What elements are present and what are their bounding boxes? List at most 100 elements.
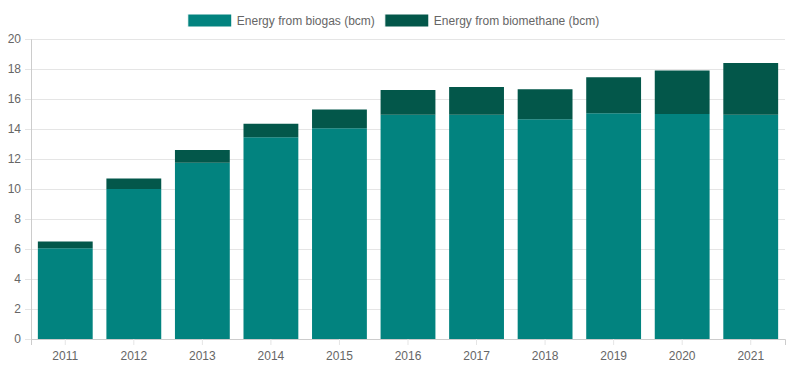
bar: [586, 113, 641, 339]
tick: 12: [8, 152, 31, 166]
bar: [106, 189, 161, 339]
tick-label: 2013: [189, 349, 216, 363]
legend-item: Energy from biogas (bcm): [188, 14, 375, 28]
legend-item: Energy from biomethane (bcm): [385, 14, 599, 28]
bar: [381, 115, 436, 339]
legend-swatch: [385, 14, 429, 27]
tick-mark: [682, 339, 683, 345]
tick: 16: [8, 92, 31, 106]
tick: 2018: [532, 339, 559, 363]
tick-mark: [25, 69, 31, 70]
y-axis: 0 2 4 6 8 10 12 14 16 18 20: [8, 32, 32, 346]
tick: 10: [8, 182, 31, 196]
tick-label: 2018: [532, 349, 559, 363]
tick: 2020: [669, 339, 696, 363]
tick: 20: [8, 32, 31, 46]
bar: [449, 87, 504, 115]
tick-label: 4: [14, 272, 21, 286]
tick: 2013: [189, 339, 216, 363]
tick: 18: [8, 62, 31, 76]
tick-mark: [25, 129, 31, 130]
tick-label: 2019: [600, 349, 627, 363]
tick-mark: [133, 339, 134, 345]
tick: 4: [14, 272, 31, 286]
bar: [175, 150, 230, 163]
bar: [723, 63, 778, 115]
legend-swatch: [188, 14, 232, 27]
tick-label: 2011: [52, 349, 78, 363]
tick: 2014: [258, 339, 285, 363]
tick-mark: [408, 339, 409, 345]
tick-label: 2016: [395, 349, 422, 363]
tick-label: 2012: [120, 349, 147, 363]
grid: [31, 39, 785, 339]
grid-line: [31, 69, 785, 70]
tick: 2011: [52, 339, 78, 363]
tick-mark: [25, 159, 31, 160]
tick-label: 14: [8, 122, 22, 136]
bar: [312, 110, 367, 129]
tick-label: 16: [8, 92, 22, 106]
bar: [106, 179, 161, 190]
tick: 2017: [463, 339, 490, 363]
bar: [175, 163, 230, 339]
tick: 2015: [326, 339, 353, 363]
tick-mark: [545, 339, 546, 345]
tick-label: 18: [8, 62, 22, 76]
tick: 14: [8, 122, 31, 136]
bar: [381, 90, 436, 115]
tick: 2019: [600, 339, 627, 363]
tick-label: 2015: [326, 349, 353, 363]
tick-mark: [25, 189, 31, 190]
tick-mark: [25, 99, 31, 100]
tick-mark: [25, 249, 31, 250]
tick-mark: [750, 339, 751, 345]
tick-mark: [202, 339, 203, 345]
tick-label: 2014: [258, 349, 285, 363]
tick: 2012: [120, 339, 147, 363]
bars: [38, 63, 778, 339]
tick-mark: [25, 219, 31, 220]
legend-label: Energy from biogas (bcm): [237, 14, 375, 28]
tick-label: 10: [8, 182, 22, 196]
tick-label: 2017: [463, 349, 490, 363]
bar: [38, 242, 93, 249]
tick-label: 0: [14, 332, 21, 346]
grid-line: [31, 39, 785, 40]
axis-line: [32, 340, 786, 346]
tick-mark: [25, 39, 31, 40]
tick-mark: [25, 279, 31, 280]
bar: [655, 114, 710, 339]
tick-label: 6: [14, 242, 21, 256]
tick-mark: [25, 309, 31, 310]
bar: [449, 115, 504, 339]
tick-mark: [25, 339, 31, 340]
axis-line: [25, 40, 32, 340]
tick-label: 20: [8, 32, 22, 46]
tick-label: 2021: [737, 349, 764, 363]
tick-label: 8: [14, 212, 21, 226]
bar: [518, 89, 573, 119]
series: [38, 113, 778, 339]
bar: [243, 124, 298, 138]
tick-mark: [476, 339, 477, 345]
tick: 2021: [737, 339, 764, 363]
tick-label: 12: [8, 152, 22, 166]
chart: 0 2 4 6 8 10 12 14 16 18 20 2011 2012 2013 2014 2015 201…: [0, 0, 787, 382]
bar: [38, 248, 93, 339]
tick: 2: [14, 302, 31, 316]
tick: 6: [14, 242, 31, 256]
tick-mark: [65, 339, 66, 345]
bar: [655, 71, 710, 115]
tick-mark: [339, 339, 340, 345]
bar: [723, 115, 778, 339]
tick-mark: [613, 339, 614, 345]
legend-label: Energy from biomethane (bcm): [434, 14, 599, 28]
tick-label: 2: [14, 302, 21, 316]
bar: [312, 128, 367, 339]
tick-label: 2020: [669, 349, 696, 363]
legend: Energy from biogas (bcm) Energy from biom…: [188, 14, 599, 28]
tick-mark: [270, 339, 271, 345]
series: [38, 63, 778, 248]
tick: 0: [14, 332, 31, 346]
